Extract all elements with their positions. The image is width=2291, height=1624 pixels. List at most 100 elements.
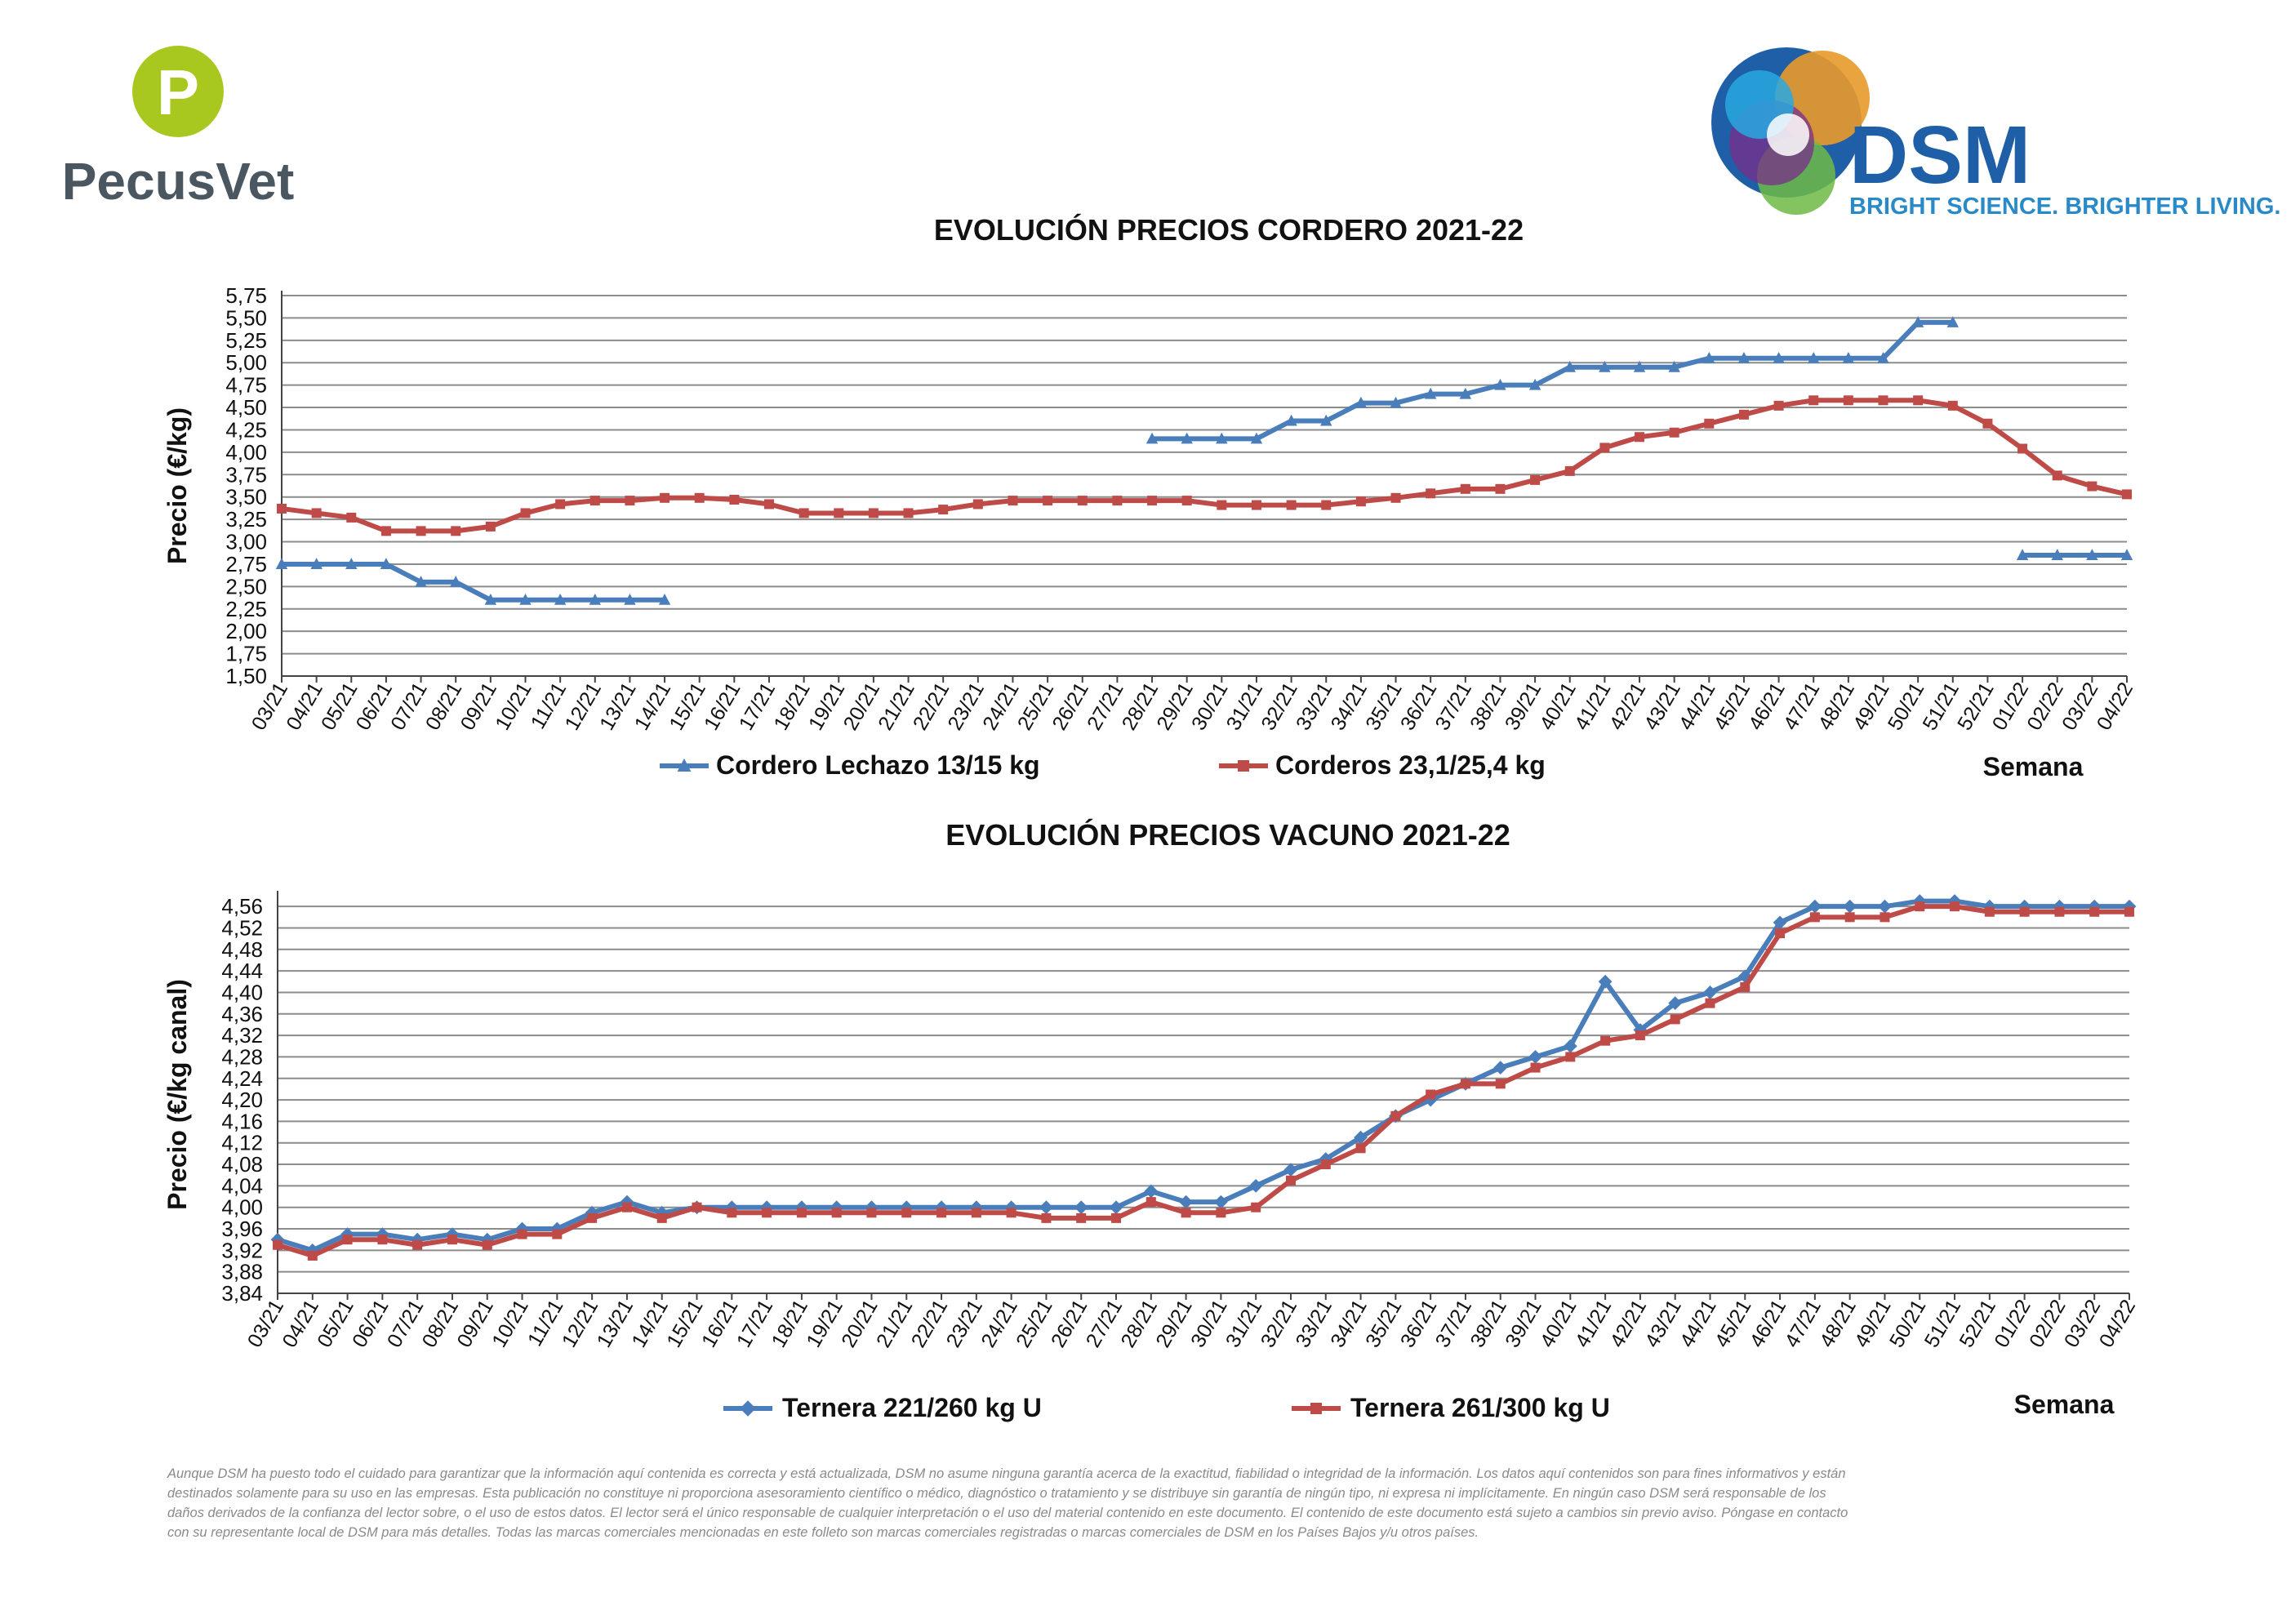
y-tick-label: 4,48	[221, 937, 263, 962]
data-point	[1144, 1184, 1159, 1199]
disclaimer-line: destinados solamente para su uso en las …	[167, 1486, 1826, 1501]
data-point	[1842, 351, 1855, 363]
data-point	[377, 1235, 388, 1245]
x-tick-label: 14/21	[627, 1296, 673, 1351]
data-point	[1109, 1200, 1123, 1215]
y-tick-label: 5,50	[225, 305, 267, 330]
y-tick-label: 4,00	[225, 440, 267, 465]
data-point	[482, 1239, 492, 1250]
data-point	[1495, 483, 1506, 494]
y-tick-label: 2,75	[225, 552, 267, 576]
y-tick-label: 4,28	[221, 1044, 263, 1069]
data-point	[549, 1221, 564, 1236]
x-tick-label: 35/21	[1361, 1296, 1407, 1351]
data-point	[1216, 432, 1228, 444]
data-point	[2016, 549, 2029, 560]
data-point	[1006, 1208, 1016, 1218]
data-point	[307, 1250, 318, 1261]
data-point	[655, 1205, 670, 1220]
y-tick-label: 2,25	[225, 597, 267, 621]
y-tick-label: 4,52	[221, 915, 263, 940]
x-tick-label: 45/21	[1710, 1296, 1756, 1351]
data-point	[936, 1208, 947, 1218]
data-point	[1320, 1159, 1331, 1170]
data-point	[1775, 928, 1786, 939]
y-tick-label: 5,25	[225, 328, 267, 353]
data-point	[1041, 1212, 1052, 1223]
data-point	[1670, 1014, 1680, 1025]
x-tick-label: 05/21	[317, 679, 363, 734]
disclaimer-line: con su representante local de DSM para m…	[167, 1525, 1479, 1540]
x-tick-label: 05/21	[313, 1296, 358, 1351]
data-point	[2052, 470, 2062, 481]
data-point	[1146, 1197, 1156, 1208]
series-line	[275, 898, 2132, 1253]
data-point	[2086, 549, 2098, 560]
data-point	[763, 499, 774, 509]
x-tick-label: 51/21	[1920, 1296, 1966, 1351]
x-tick-label: 17/21	[732, 1296, 778, 1351]
data-point	[416, 526, 426, 536]
data-point	[585, 1205, 599, 1220]
data-point	[484, 594, 497, 605]
data-point	[1181, 1208, 1191, 1218]
y-tick-label: 4,12	[221, 1131, 263, 1155]
data-point	[796, 1208, 807, 1218]
dsm-tagline: BRIGHT SCIENCE. BRIGHTER LIVING.	[1849, 194, 2280, 220]
data-point	[451, 526, 461, 536]
y-tick-label: 5,75	[225, 283, 267, 308]
y-tick-label: 5,00	[225, 350, 267, 375]
y-tick-label: 3,96	[221, 1217, 263, 1241]
data-point	[1880, 912, 1890, 923]
data-point	[273, 1239, 282, 1250]
x-tick-label: 50/21	[1885, 1296, 1931, 1351]
x-tick-label: 39/21	[1501, 679, 1546, 734]
data-point	[1878, 899, 1892, 914]
data-point	[1390, 1110, 1401, 1121]
data-point	[1043, 496, 1053, 506]
dsm-logo: DSM BRIGHT SCIENCE. BRIGHTER LIVING.	[1711, 47, 2280, 220]
series-0	[275, 316, 2133, 605]
data-point	[2089, 906, 2100, 917]
data-point	[2054, 906, 2065, 917]
data-point	[2017, 899, 2032, 914]
series-line	[275, 904, 2132, 1258]
x-tick-label: 39/21	[1501, 1296, 1546, 1351]
data-point	[412, 1239, 423, 1250]
x-tick-label: 43/21	[1640, 1296, 1686, 1351]
data-point	[1564, 360, 1576, 372]
data-point	[1217, 500, 1227, 510]
data-point	[1946, 316, 1959, 327]
x-tick-label: 34/21	[1326, 1296, 1372, 1351]
data-point	[831, 1208, 842, 1218]
data-point	[1530, 1062, 1541, 1073]
data-point	[2017, 443, 2028, 454]
x-tick-label: 08/21	[418, 1296, 464, 1351]
x-tick-label: 46/21	[1746, 1296, 1791, 1351]
data-point	[2051, 549, 2063, 560]
data-point	[342, 1235, 353, 1245]
data-point	[2122, 489, 2132, 500]
x-tick-label: 18/21	[767, 1296, 813, 1351]
x-tick-label: 10/21	[491, 679, 536, 734]
data-point	[517, 1229, 527, 1239]
y-tick-label: 4,08	[221, 1152, 263, 1177]
data-point	[1598, 974, 1613, 989]
data-point	[1248, 1178, 1263, 1193]
x-tick-label: 41/21	[1570, 679, 1616, 734]
data-point	[554, 594, 567, 605]
x-tick-label: 19/21	[802, 1296, 847, 1351]
data-point	[2053, 899, 2066, 914]
legend-label: Cordero Lechazo 13/15 kg	[716, 750, 1040, 780]
data-point	[1565, 1052, 1576, 1062]
data-point	[1704, 418, 1715, 429]
y-tick-label: 3,00	[225, 530, 267, 554]
x-tick-label: 07/21	[383, 1296, 429, 1351]
data-point	[1844, 912, 1855, 923]
data-point	[587, 1212, 598, 1223]
data-point	[1913, 395, 1924, 406]
data-point	[901, 1208, 912, 1218]
x-tick-label: 04/21	[278, 1296, 323, 1351]
data-point	[1495, 1079, 1506, 1089]
data-point	[2087, 899, 2102, 914]
